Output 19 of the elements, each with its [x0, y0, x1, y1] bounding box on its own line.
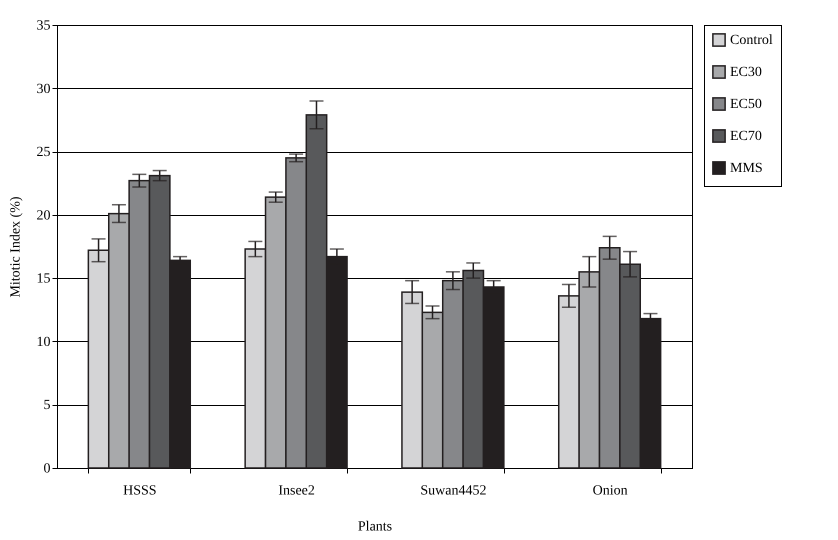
x-tick-label: Onion [592, 484, 628, 498]
y-tick-label: 10 [36, 334, 50, 350]
legend-label: EC50 [730, 97, 762, 112]
x-tick-label: Insee2 [278, 484, 315, 498]
y-tick-label: 30 [36, 82, 50, 97]
legend-label: MMS [730, 161, 763, 176]
x-axis-title: Plants [358, 520, 392, 534]
x-tick-label: Suwan4452 [420, 484, 486, 498]
y-tick-label: 25 [36, 145, 50, 160]
y-tick-label: 0 [44, 462, 50, 476]
legend-label: Control [730, 33, 773, 48]
y-axis-title: Mitotic Index (%) [8, 196, 24, 298]
y-tick-label: 20 [36, 208, 50, 224]
y-tick-label: 35 [36, 18, 50, 34]
legend-label: EC30 [730, 65, 762, 80]
y-tick-label: 5 [44, 398, 50, 414]
y-tick-label: 15 [36, 272, 50, 287]
x-tick-label: HSSS [123, 484, 157, 498]
legend-label: EC70 [730, 129, 762, 144]
